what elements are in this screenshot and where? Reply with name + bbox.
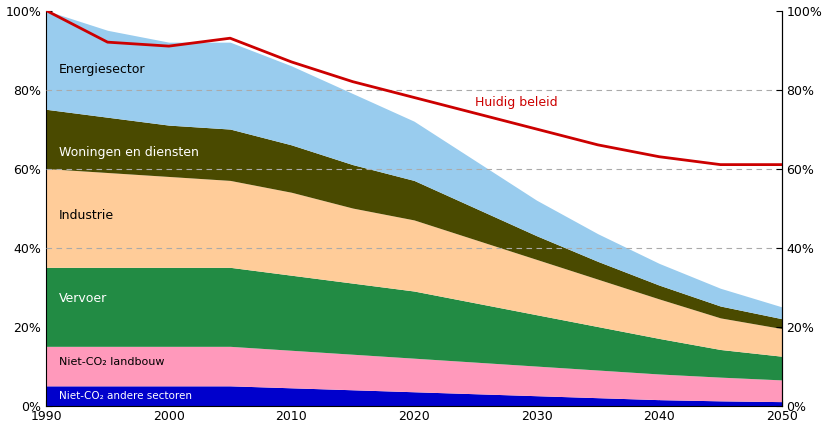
Text: Energiesector: Energiesector [59, 63, 145, 76]
Text: Huidig beleid: Huidig beleid [475, 97, 557, 109]
Text: Vervoer: Vervoer [59, 293, 107, 305]
Text: Woningen en diensten: Woningen en diensten [59, 146, 198, 159]
Text: Niet-CO₂ landbouw: Niet-CO₂ landbouw [59, 357, 164, 367]
Text: Niet-CO₂ andere sectoren: Niet-CO₂ andere sectoren [59, 391, 191, 401]
Text: Industrie: Industrie [59, 209, 113, 223]
